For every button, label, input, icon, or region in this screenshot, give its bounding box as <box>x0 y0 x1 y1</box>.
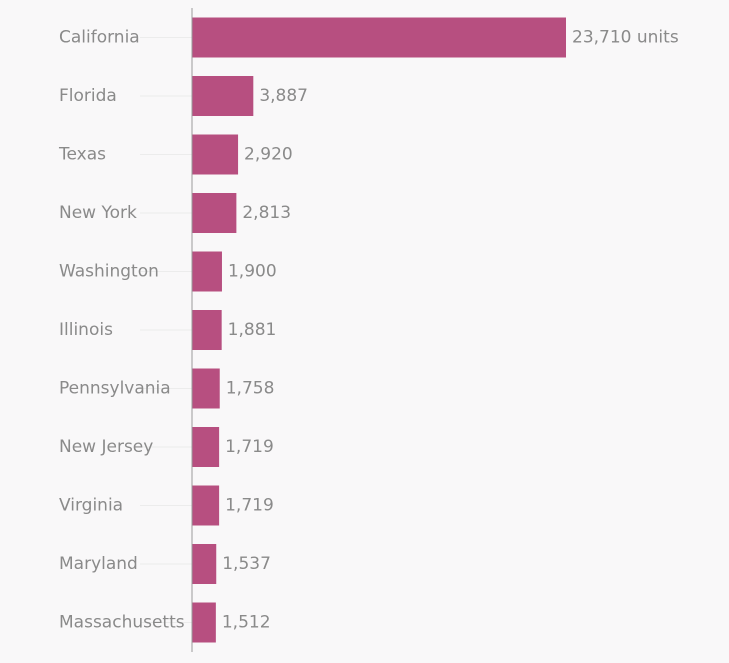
bar-texas <box>192 134 239 175</box>
category-label: Maryland <box>59 554 138 574</box>
category-label: New Jersey <box>59 437 153 457</box>
value-label: 3,887 <box>259 86 308 106</box>
value-label: 1,881 <box>228 320 277 340</box>
bar-illinois <box>192 310 222 350</box>
value-labels: 23,710 units 3,887 2,920 2,813 1,900 1,881 1,7… <box>222 28 679 633</box>
value-label: 2,920 <box>244 145 293 165</box>
bars <box>192 17 566 643</box>
bar-california <box>192 17 566 58</box>
bar-virginia <box>192 485 220 526</box>
category-labels: California Florida Texas New York Washington… <box>58 28 185 633</box>
value-label: 23,710 units <box>572 28 679 48</box>
category-label: Illinois <box>59 320 113 340</box>
value-label: 1,512 <box>222 613 271 633</box>
bar-pennsylvania <box>192 368 220 409</box>
value-label: 2,813 <box>242 203 291 223</box>
category-label: New York <box>59 203 137 223</box>
category-label: Pennsylvania <box>59 379 171 399</box>
value-label: 1,537 <box>222 554 271 574</box>
category-label: Massachusetts <box>59 613 185 633</box>
category-label: Virginia <box>59 496 123 516</box>
bar-new-york <box>192 193 237 233</box>
bar-maryland <box>192 544 217 584</box>
value-label: 1,719 <box>225 437 274 457</box>
category-label: California <box>59 28 140 48</box>
bar-new-jersey <box>192 427 220 467</box>
value-label: 1,900 <box>228 262 277 282</box>
value-label: 1,758 <box>226 379 275 399</box>
bar-massachusetts <box>192 602 216 643</box>
category-label: Washington <box>59 262 159 282</box>
category-label: Texas <box>58 145 106 165</box>
bar-florida <box>192 76 254 116</box>
row-guides <box>140 37 192 623</box>
bar-washington <box>192 251 222 292</box>
value-label: 1,719 <box>225 496 274 516</box>
category-label: Florida <box>59 86 117 106</box>
